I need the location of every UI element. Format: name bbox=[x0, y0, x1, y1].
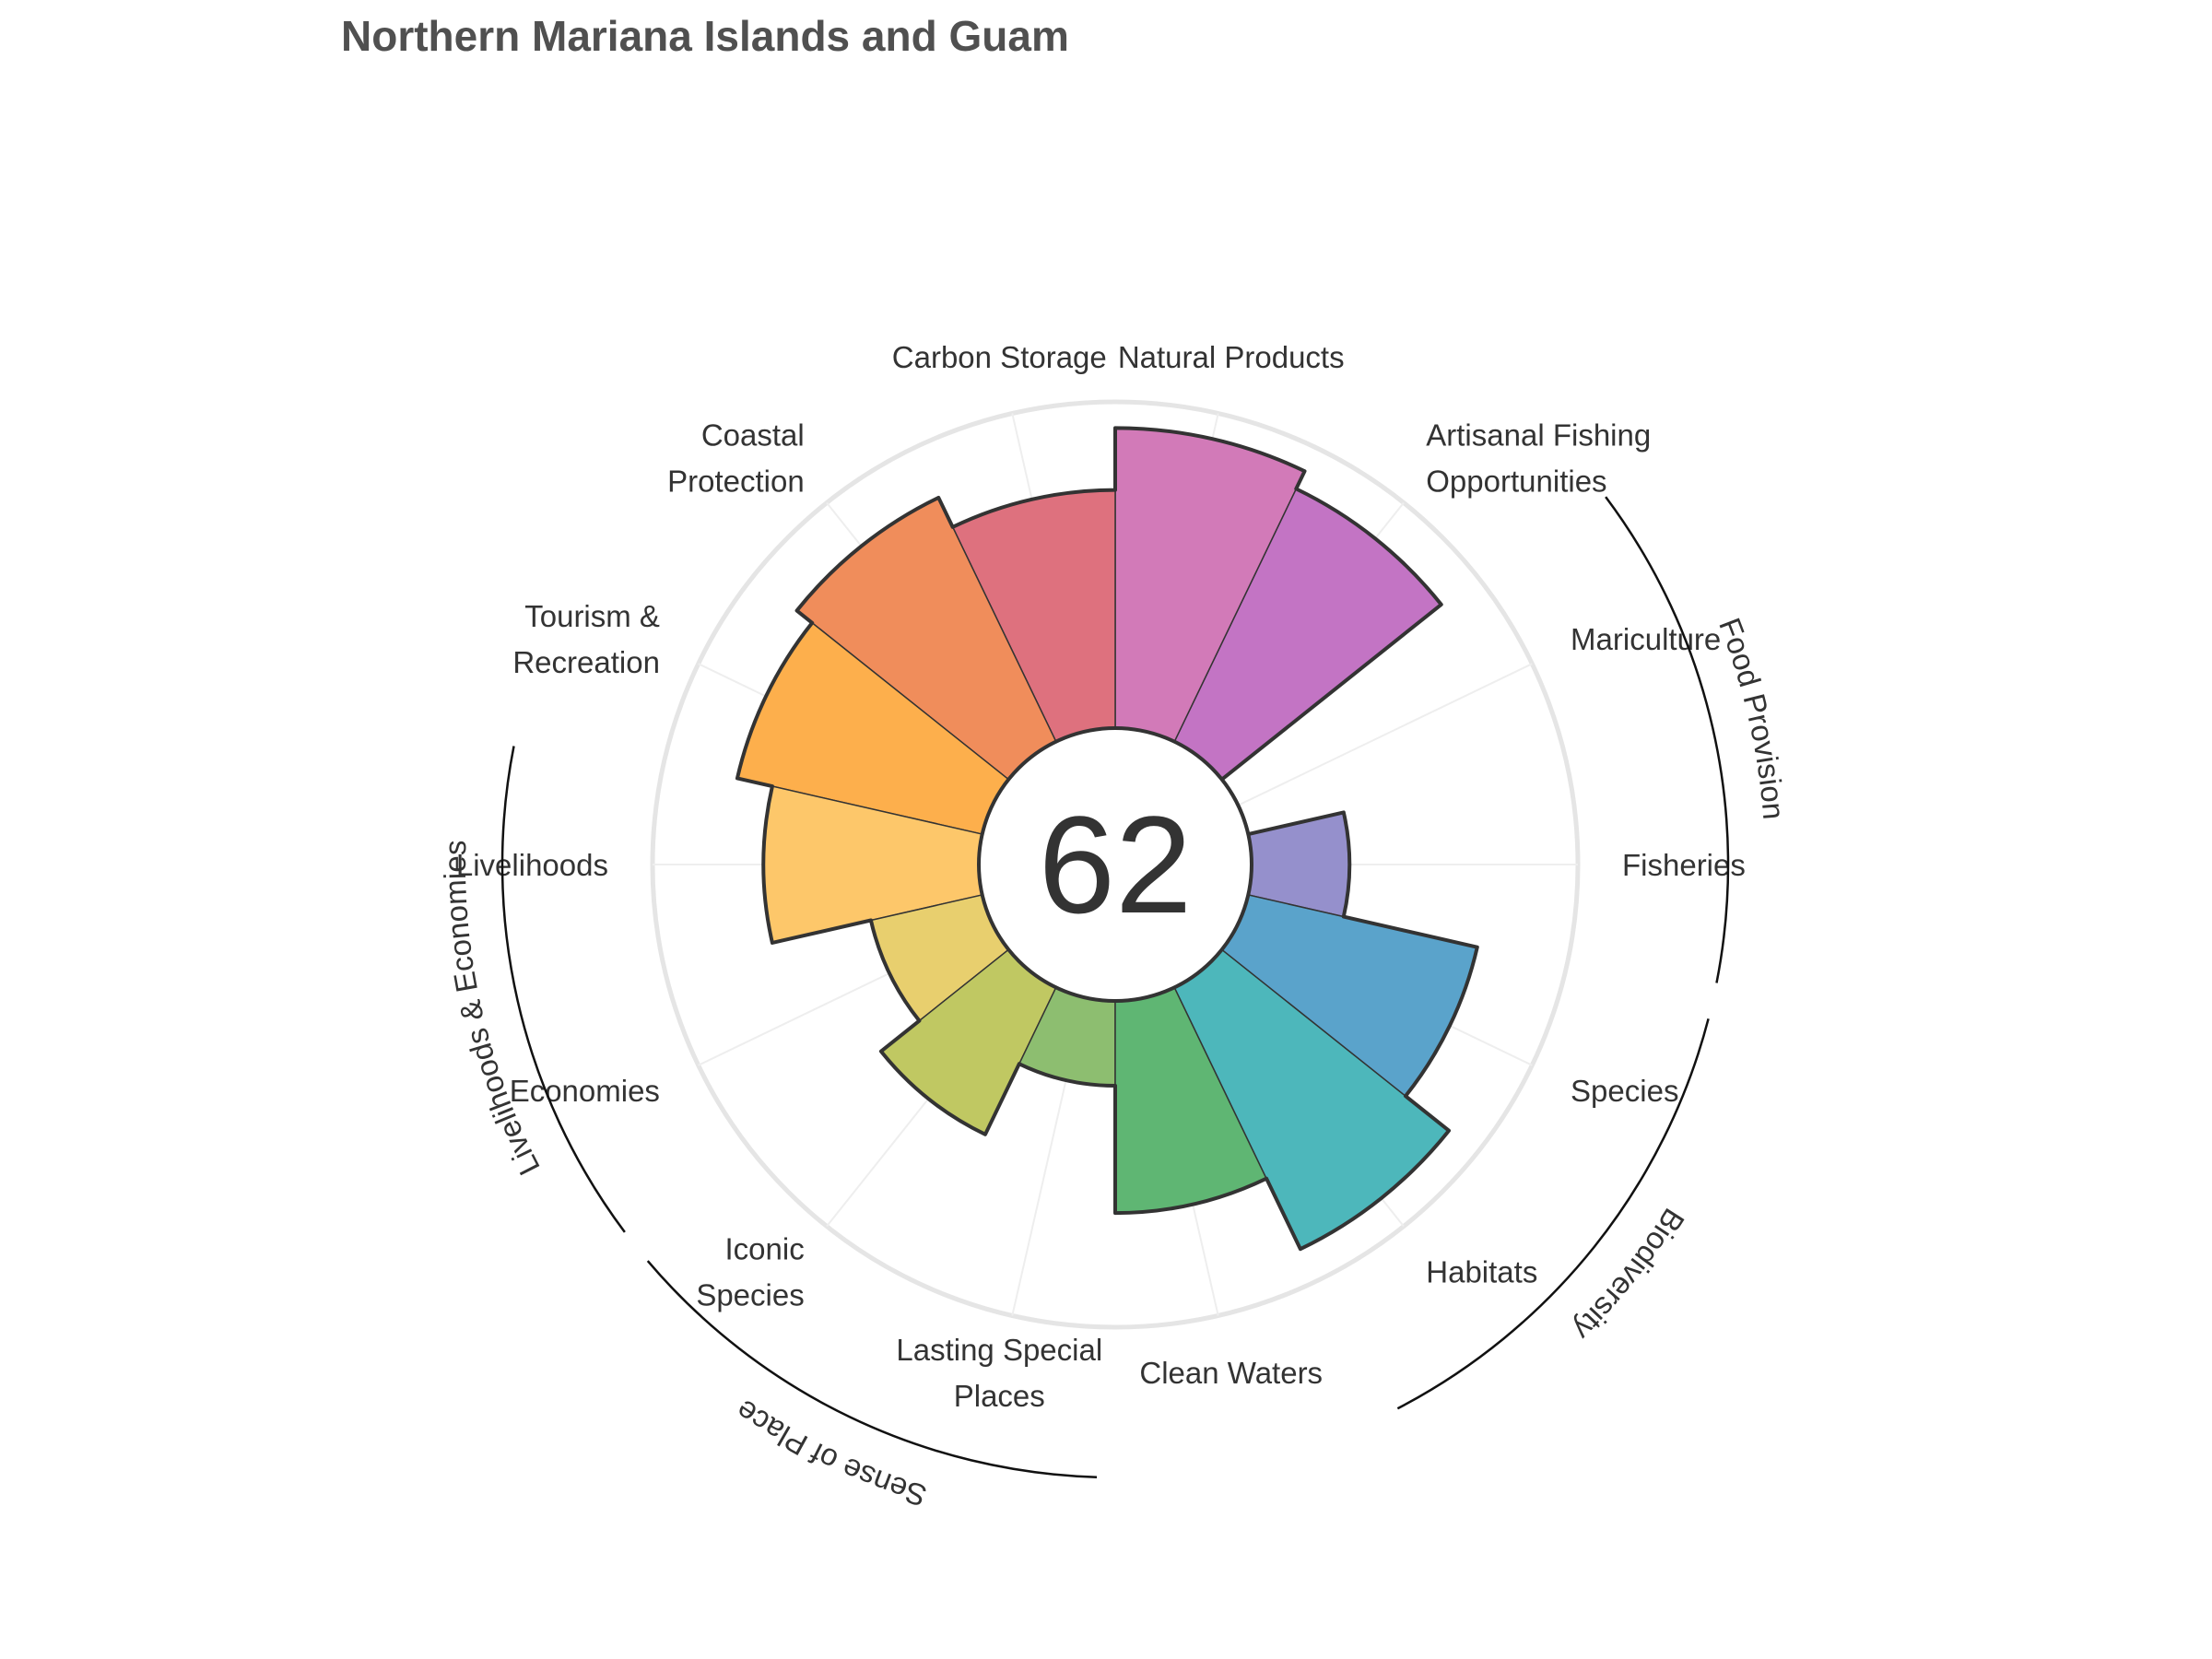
grid-spoke bbox=[1237, 663, 1533, 806]
label-line: Artisanal Fishing bbox=[1426, 418, 1651, 452]
group-arc bbox=[500, 746, 626, 1233]
label-line: Recreation bbox=[512, 645, 660, 679]
label-line: Species bbox=[1571, 1074, 1678, 1108]
group-arc bbox=[1396, 1018, 1710, 1410]
label-line: Tourism & bbox=[524, 599, 660, 633]
label-layer: Fisheries Mariculture Artisanal Fishing Opp… bbox=[456, 340, 1746, 1413]
outline-layer bbox=[735, 426, 1479, 1252]
group-label: Sense of Place bbox=[729, 1394, 930, 1513]
group-label-text: Livelihoods & Economies bbox=[438, 840, 547, 1181]
label-line: Economies bbox=[510, 1074, 660, 1108]
label-line: Coastal bbox=[701, 418, 805, 452]
group-label-text: Biodiversity bbox=[1566, 1203, 1691, 1347]
label-line: Lasting Special bbox=[896, 1333, 1102, 1367]
label-line: Livelihoods bbox=[456, 848, 608, 882]
score-outline bbox=[735, 426, 1479, 1252]
label-mariculture: Mariculture bbox=[1571, 622, 1721, 656]
label-artisanal: Artisanal Fishing Opportunities bbox=[1426, 418, 1651, 498]
label-line: Places bbox=[954, 1379, 1045, 1413]
label-line: Carbon Storage bbox=[892, 340, 1107, 374]
label-line: Mariculture bbox=[1571, 622, 1721, 656]
label-line: Habitats bbox=[1426, 1255, 1537, 1289]
label-iconic_species: Iconic Species bbox=[696, 1232, 804, 1312]
label-natural_products: Natural Products bbox=[1118, 340, 1345, 374]
label-line: Fisheries bbox=[1622, 848, 1746, 882]
label-line: Species bbox=[696, 1278, 804, 1312]
center-disc bbox=[977, 726, 1253, 1003]
label-habitats: Habitats bbox=[1426, 1255, 1537, 1289]
label-fisheries: Fisheries bbox=[1622, 848, 1746, 882]
group-label: Livelihoods & Economies bbox=[438, 840, 547, 1181]
chart-title: Northern Mariana Islands and Guam bbox=[341, 12, 1069, 60]
group-label: Biodiversity bbox=[1566, 1203, 1691, 1347]
label-clean_waters: Clean Waters bbox=[1139, 1356, 1323, 1390]
label-line: Iconic bbox=[725, 1232, 805, 1266]
label-lasting_special_places: Lasting Special Places bbox=[896, 1333, 1102, 1413]
group-label-text: Sense of Place bbox=[729, 1394, 930, 1513]
group-arc bbox=[1605, 496, 1730, 983]
group-arc bbox=[646, 1260, 1098, 1478]
label-carbon_storage: Carbon Storage bbox=[892, 340, 1107, 374]
center-score: 62 bbox=[1039, 787, 1193, 942]
label-tourism: Tourism & Recreation bbox=[512, 599, 660, 679]
label-line: Clean Waters bbox=[1139, 1356, 1323, 1390]
label-economies: Economies bbox=[510, 1074, 660, 1108]
label-line: Protection bbox=[667, 464, 805, 498]
label-coastal_protection: Coastal Protection bbox=[667, 418, 805, 498]
label-livelihoods: Livelihoods bbox=[456, 848, 608, 882]
label-line: Natural Products bbox=[1118, 340, 1345, 374]
label-line: Opportunities bbox=[1426, 464, 1606, 498]
label-species: Species bbox=[1571, 1074, 1678, 1108]
